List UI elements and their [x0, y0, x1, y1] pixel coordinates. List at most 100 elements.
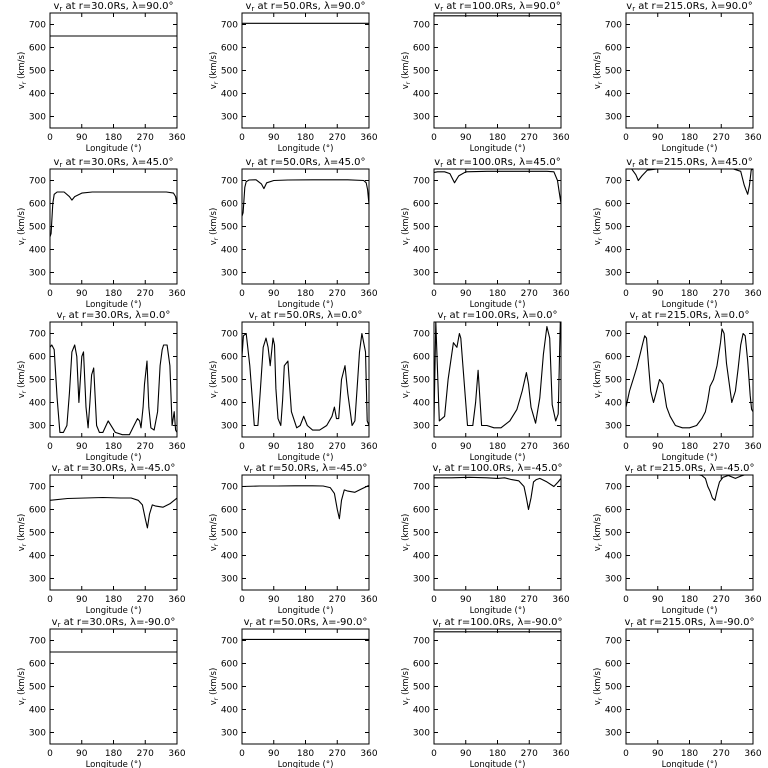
series-line: [626, 475, 753, 501]
panel-r2-c2: vr at r=100.0Rs, λ=0.0° 0 90 180 270 360 300 40…: [401, 310, 570, 463]
x-tick-label: 90: [76, 749, 88, 759]
panel-title: vr at r=215.0Rs, λ=-90.0°: [624, 617, 754, 629]
panel-r1-c2: vr at r=100.0Rs, λ=45.0° 0 90 180 270 360 300 4…: [401, 157, 570, 310]
panel-title: vr at r=215.0Rs, λ=0.0°: [629, 310, 749, 322]
panel-r3-c2: vr at r=100.0Rs, λ=-45.0° 0 90 180 270 360 300…: [401, 463, 570, 616]
x-tick-label: 270: [329, 442, 346, 452]
series-line: [626, 169, 753, 195]
y-axis-label: vr (km/s): [209, 668, 220, 706]
x-tick-label: 180: [105, 442, 122, 452]
series-line: [626, 328, 753, 429]
series-line: [434, 476, 561, 511]
x-tick-label: 270: [713, 133, 730, 143]
panel-title: vr at r=30.0Rs, λ=-45.0°: [52, 463, 176, 475]
y-tick-label: 400: [221, 706, 238, 716]
x-tick-label: 180: [297, 289, 314, 299]
y-axis-label: vr (km/s): [17, 361, 28, 399]
x-tick-label: 270: [713, 442, 730, 452]
x-axis-label: Longitude (°): [278, 760, 334, 768]
y-tick-label: 600: [29, 353, 46, 363]
y-tick-label: 700: [29, 637, 46, 647]
plot-frame: [625, 12, 754, 129]
x-tick-label: 180: [681, 749, 698, 759]
x-tick-label: 90: [460, 133, 472, 143]
x-tick-label: 270: [137, 133, 154, 143]
y-tick-label: 500: [413, 683, 430, 693]
panel-r1-c1: vr at r=50.0Rs, λ=45.0° 0 90 180 270 360 300 40…: [209, 157, 378, 310]
y-tick-label: 500: [413, 67, 430, 77]
x-tick-label: 0: [623, 595, 629, 605]
panel-title: vr at r=30.0Rs, λ=0.0°: [57, 310, 171, 322]
x-tick-label: 180: [489, 749, 506, 759]
x-tick-label: 360: [168, 749, 185, 759]
y-tick-label: 300: [29, 729, 46, 739]
y-tick-label: 500: [221, 683, 238, 693]
x-tick-label: 360: [744, 133, 761, 143]
x-tick-label: 360: [360, 749, 377, 759]
y-axis-label: vr (km/s): [593, 52, 604, 90]
y-tick-label: 400: [605, 706, 622, 716]
y-tick-label: 400: [605, 246, 622, 256]
x-tick-label: 0: [239, 133, 245, 143]
x-tick-label: 0: [623, 442, 629, 452]
plot-frame: [49, 474, 178, 591]
y-tick-label: 500: [605, 67, 622, 77]
y-tick-label: 300: [29, 575, 46, 585]
y-tick-label: 300: [29, 113, 46, 123]
panel-r2-c0: vr at r=30.0Rs, λ=0.0° 0 90 180 270 360 300 400…: [17, 310, 186, 463]
x-tick-label: 90: [76, 133, 88, 143]
x-tick-label: 180: [681, 595, 698, 605]
x-axis-label: Longitude (°): [470, 453, 526, 463]
panel-r0-c0: vr at r=30.0Rs, λ=90.0° 0 90 180 270 360 300 40…: [17, 1, 186, 154]
y-tick-label: 700: [29, 177, 46, 187]
y-tick-label: 400: [29, 90, 46, 100]
y-tick-label: 700: [221, 330, 238, 340]
y-tick-label: 300: [221, 729, 238, 739]
series-line: [242, 484, 369, 520]
panel-r1-c0: vr at r=30.0Rs, λ=45.0° 0 90 180 270 360 300 40…: [17, 157, 186, 310]
x-tick-label: 270: [137, 289, 154, 299]
x-tick-label: 180: [297, 442, 314, 452]
x-axis-label: Longitude (°): [278, 300, 334, 310]
y-tick-label: 700: [605, 21, 622, 31]
y-tick-label: 600: [413, 660, 430, 670]
panel-r3-c0: vr at r=30.0Rs, λ=-45.0° 0 90 180 270 360 300 4…: [17, 463, 186, 616]
x-tick-label: 90: [268, 595, 280, 605]
x-tick-label: 90: [652, 133, 664, 143]
x-tick-label: 180: [681, 133, 698, 143]
y-tick-label: 600: [29, 44, 46, 54]
x-tick-label: 360: [360, 289, 377, 299]
y-axis-label: vr (km/s): [209, 361, 220, 399]
y-tick-label: 500: [29, 683, 46, 693]
plot-frame: [433, 321, 562, 438]
y-tick-label: 600: [605, 44, 622, 54]
x-tick-label: 180: [105, 133, 122, 143]
x-axis-label: Longitude (°): [470, 144, 526, 154]
y-tick-label: 700: [221, 177, 238, 187]
y-tick-label: 400: [605, 552, 622, 562]
panel-r4-c2: vr at r=100.0Rs, λ=-90.0° 0 90 180 270 360 300…: [401, 617, 570, 768]
y-tick-label: 400: [413, 399, 430, 409]
y-tick-label: 700: [29, 483, 46, 493]
y-tick-label: 700: [605, 483, 622, 493]
x-tick-label: 0: [431, 749, 437, 759]
y-tick-label: 700: [605, 177, 622, 187]
plot-frame: [625, 321, 754, 438]
x-tick-label: 360: [168, 289, 185, 299]
y-axis-label: vr (km/s): [401, 52, 412, 90]
y-tick-label: 400: [29, 399, 46, 409]
x-tick-label: 360: [360, 133, 377, 143]
x-tick-label: 180: [105, 289, 122, 299]
y-tick-label: 700: [605, 330, 622, 340]
x-tick-label: 270: [521, 133, 538, 143]
x-tick-label: 90: [76, 289, 88, 299]
y-tick-label: 300: [221, 575, 238, 585]
panel-title: vr at r=50.0Rs, λ=90.0°: [245, 1, 365, 13]
x-tick-label: 360: [552, 595, 569, 605]
x-axis-label: Longitude (°): [662, 453, 718, 463]
x-tick-label: 360: [360, 595, 377, 605]
x-tick-label: 0: [431, 289, 437, 299]
panel-r2-c1: vr at r=50.0Rs, λ=0.0° 0 90 180 270 360 300 400…: [209, 310, 378, 463]
x-tick-label: 360: [168, 595, 185, 605]
x-tick-label: 270: [521, 442, 538, 452]
